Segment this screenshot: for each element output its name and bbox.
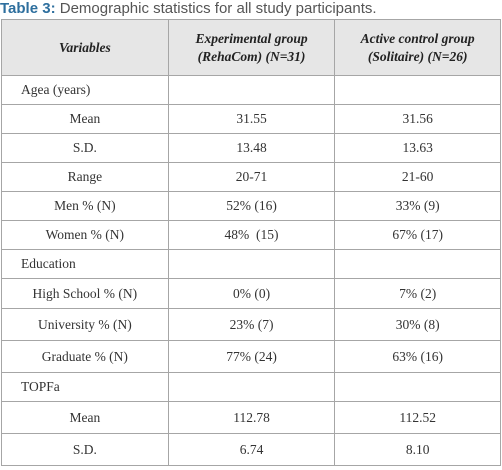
table-row: Mean 112.78 112.52 xyxy=(1,401,501,434)
row-experimental: 0% (0) xyxy=(167,278,336,309)
row-experimental xyxy=(167,372,336,402)
table-row: Mean 31.55 31.56 xyxy=(1,104,501,134)
header-control-line2: (Solitaire) (N=26) xyxy=(367,48,468,64)
row-control xyxy=(334,249,501,279)
table-caption-text: Demographic statistics for all study par… xyxy=(55,0,377,17)
table-row: S.D. 13.48 13.63 xyxy=(1,133,501,163)
row-experimental: 48% (15) xyxy=(167,220,336,250)
row-variable: University % (N) xyxy=(1,308,169,341)
row-variable: Mean xyxy=(1,401,169,434)
row-variable: Men % (N) xyxy=(1,191,169,221)
row-variable: Agea (years) xyxy=(1,75,169,105)
row-experimental: 31.55 xyxy=(167,104,336,134)
table-row: Range 20-71 21-60 xyxy=(1,162,501,192)
header-experimental-line1: Experimental group xyxy=(195,30,308,46)
row-control: 21-60 xyxy=(334,162,501,192)
row-control: 31.56 xyxy=(334,104,501,134)
demographics-table: Variables Experimental group (RehaCom) (N… xyxy=(1,19,501,466)
table-row: Men % (N) 52% (16) 33% (9) xyxy=(1,191,501,221)
row-control: 7% (2) xyxy=(334,278,501,309)
row-variable: Women % (N) xyxy=(1,220,169,250)
row-control: 8.10 xyxy=(334,433,501,466)
row-experimental: 23% (7) xyxy=(167,308,336,341)
row-experimental: 20-71 xyxy=(167,162,336,192)
table-header-row: Variables Experimental group (RehaCom) (N… xyxy=(1,19,501,76)
table-caption-label: Table 3: xyxy=(0,0,56,17)
row-experimental xyxy=(167,249,336,279)
table-row: TOPFa xyxy=(1,372,501,402)
row-control: 112.52 xyxy=(334,401,501,434)
header-experimental-line2: (RehaCom) (N=31) xyxy=(197,48,306,64)
row-experimental: 112.78 xyxy=(167,401,336,434)
row-experimental: 13.48 xyxy=(167,133,336,163)
row-control: 13.63 xyxy=(334,133,501,163)
header-control-group: Active control group (Solitaire) (N=26) xyxy=(334,19,501,76)
row-experimental xyxy=(167,75,336,105)
row-experimental: 52% (16) xyxy=(167,191,336,221)
row-variable: S.D. xyxy=(1,433,169,466)
row-variable: S.D. xyxy=(1,133,169,163)
table-caption: Table 3: Demographic statistics for all … xyxy=(0,0,377,18)
table-row: Education xyxy=(1,249,501,279)
row-experimental: 77% (24) xyxy=(167,340,336,373)
row-variable: High School % (N) xyxy=(1,278,169,309)
row-control: 30% (8) xyxy=(334,308,501,341)
row-control: 63% (16) xyxy=(334,340,501,373)
table-row: Women % (N) 48% (15) 67% (17) xyxy=(1,220,501,250)
row-variable: TOPFa xyxy=(1,372,169,402)
table-row: S.D. 6.74 8.10 xyxy=(1,433,501,466)
row-variable: Range xyxy=(1,162,169,192)
row-experimental: 6.74 xyxy=(167,433,336,466)
header-experimental-group: Experimental group (RehaCom) (N=31) xyxy=(167,19,336,76)
table-row: Agea (years) xyxy=(1,75,501,105)
table-row: High School % (N) 0% (0) 7% (2) xyxy=(1,278,501,309)
row-control: 67% (17) xyxy=(334,220,501,250)
header-variables: Variables xyxy=(1,19,169,76)
row-control xyxy=(334,75,501,105)
table-row: University % (N) 23% (7) 30% (8) xyxy=(1,308,501,341)
row-control: 33% (9) xyxy=(334,191,501,221)
row-control xyxy=(334,372,501,402)
row-variable: Education xyxy=(1,249,169,279)
table-row: Graduate % (N) 77% (24) 63% (16) xyxy=(1,340,501,373)
row-variable: Graduate % (N) xyxy=(1,340,169,373)
header-control-line1: Active control group xyxy=(360,30,475,46)
row-variable: Mean xyxy=(1,104,169,134)
